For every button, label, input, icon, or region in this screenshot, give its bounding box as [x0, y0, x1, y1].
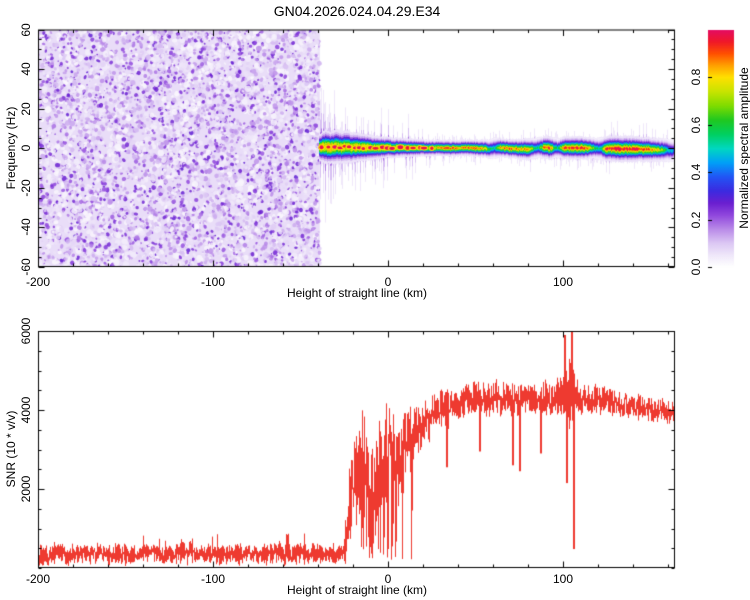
colorbar-tick-label: 0.8 [689, 69, 703, 86]
bottom-x-tick-label: 100 [552, 572, 574, 586]
top-x-tick-label: 0 [384, 275, 392, 289]
top-xaxis-title: Height of straight line (km) [286, 286, 428, 300]
bottom-xaxis-title: Height of straight line (km) [286, 583, 428, 597]
colorbar-tick-label: 0.4 [689, 163, 703, 181]
top-y-tick-label: -60 [19, 258, 33, 276]
top-y-tick-label: 20 [19, 101, 33, 116]
top-yaxis-title: Frequency (Hz) [4, 106, 18, 190]
top-x-tick-label: -100 [200, 275, 226, 289]
bottom-x-tick-label: 0 [384, 572, 392, 586]
colorbar-tick-label: 0.0 [689, 258, 703, 276]
bottom-x-tick-label: -100 [200, 572, 226, 586]
bottom-yaxis-title: SNR (10 * v/v) [4, 410, 18, 488]
bottom-x-tick-label: -200 [25, 572, 51, 586]
top-x-tick-label: 100 [552, 275, 574, 289]
bottom-y-tick-label: 6000 [19, 317, 33, 345]
top-x-tick-label: -200 [25, 275, 51, 289]
colorbar-tick-label: 0.2 [689, 211, 703, 228]
top-y-tick-label: -40 [19, 218, 33, 237]
bottom-y-tick-label: 4000 [19, 396, 33, 424]
colorbar-tick-label: 0.6 [689, 116, 703, 134]
top-y-tick-label: 0 [19, 144, 33, 152]
top-y-tick-label: 40 [19, 62, 33, 76]
top-y-tick-label: 60 [19, 22, 33, 37]
page-title: GN04.2026.024.04.29.E34 [273, 3, 441, 19]
bottom-y-tick-label: 2000 [19, 475, 33, 503]
top-y-tick-label: -20 [19, 179, 33, 197]
colorbar-title: Normalized spectral amplitude [737, 67, 750, 229]
